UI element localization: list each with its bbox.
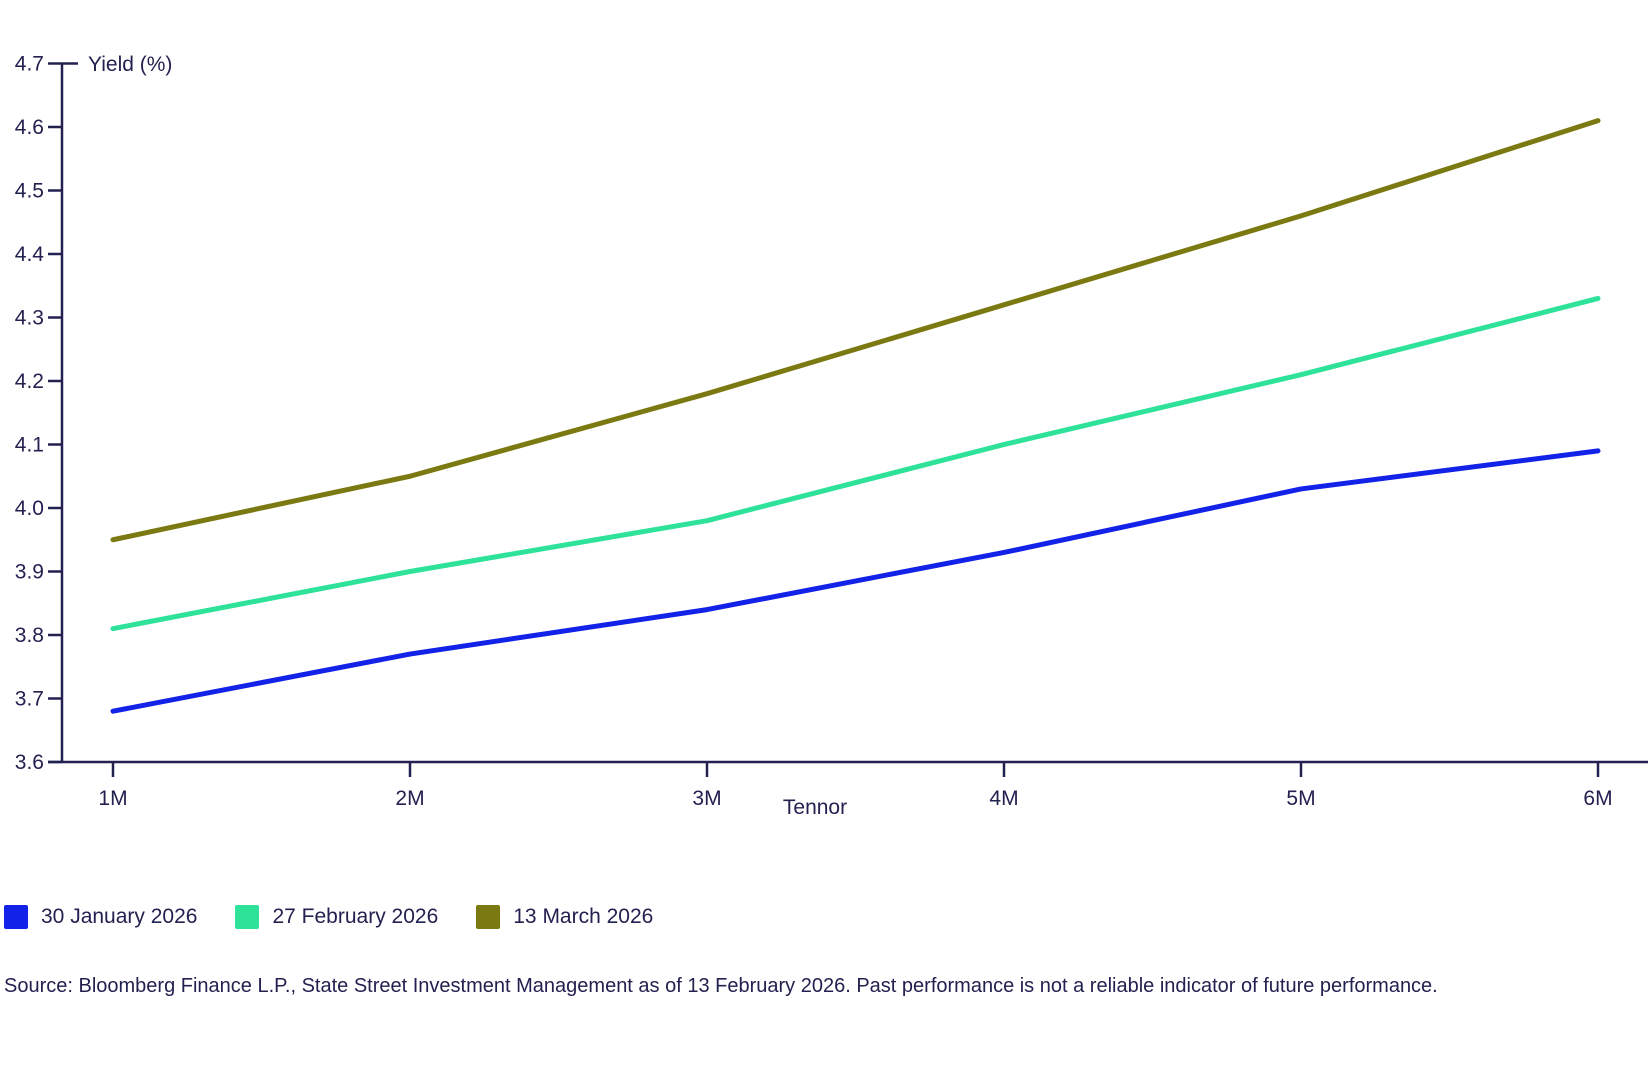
legend-swatch-icon — [4, 905, 28, 929]
y-tick-label: 3.6 — [15, 751, 44, 774]
legend-item-27-february-2026: 27 February 2026 — [235, 905, 438, 929]
y-tick-label: 4.2 — [15, 370, 44, 393]
y-tick-label: 4.5 — [15, 180, 44, 203]
legend-label: 13 March 2026 — [513, 905, 654, 928]
x-tick-label: 4M — [989, 787, 1018, 810]
x-tick-label: 2M — [395, 787, 424, 810]
y-tick-label: 4.6 — [15, 116, 44, 139]
legend: 30 January 2026 27 February 2026 13 Marc… — [0, 905, 1648, 929]
legend-item-30-january-2026: 30 January 2026 — [4, 905, 197, 929]
y-tick-label: 4.0 — [15, 497, 44, 520]
x-tick-label: 6M — [1583, 787, 1612, 810]
x-tick-label: 5M — [1286, 787, 1315, 810]
y-tick-label: 4.4 — [15, 243, 45, 266]
x-axis-title: Tennor — [783, 796, 847, 819]
y-tick-label: 4.7 — [15, 53, 44, 76]
y-tick-label: 4.3 — [15, 307, 44, 330]
x-tick-label: 1M — [98, 787, 127, 810]
legend-swatch-icon — [235, 905, 260, 929]
y-tick-label: 3.8 — [15, 624, 44, 647]
yield-curve-chart: 3.6 3.7 3.8 3.9 4.0 4.1 4.2 4.3 4.4 4.5 4.6 4.7 1M 2M… — [15, 53, 1648, 819]
series-line-0 — [110, 448, 1601, 714]
source-note: Source: Bloomberg Finance L.P., State St… — [4, 975, 1438, 997]
legend-label: 27 February 2026 — [272, 905, 439, 928]
legend-item-13-march-2026: 13 March 2026 — [476, 905, 653, 929]
axes: 3.6 3.7 3.8 3.9 4.0 4.1 4.2 4.3 4.4 4.5 4.6 4.7 1M 2M… — [15, 53, 1648, 810]
legend-label: 30 January 2026 — [41, 905, 198, 928]
legend-swatch-icon — [476, 905, 501, 929]
y-tick-label: 3.7 — [15, 688, 44, 711]
x-tick-label: 3M — [692, 787, 721, 810]
series-line-2 — [110, 118, 1601, 543]
y-tick-label: 3.9 — [15, 561, 44, 584]
y-tick-label: 4.1 — [15, 434, 44, 457]
series-lines — [110, 118, 1601, 714]
series-line-1 — [110, 295, 1601, 632]
y-axis-title: Yield (%) — [88, 53, 172, 76]
